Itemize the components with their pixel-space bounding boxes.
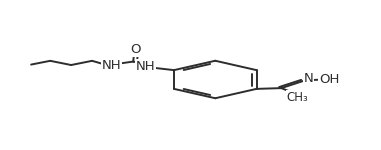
Text: OH: OH	[319, 73, 339, 86]
Text: CH₃: CH₃	[287, 91, 308, 104]
Text: NH: NH	[136, 60, 156, 73]
Text: N: N	[303, 72, 313, 86]
Text: O: O	[130, 43, 141, 56]
Text: NH: NH	[101, 59, 121, 72]
